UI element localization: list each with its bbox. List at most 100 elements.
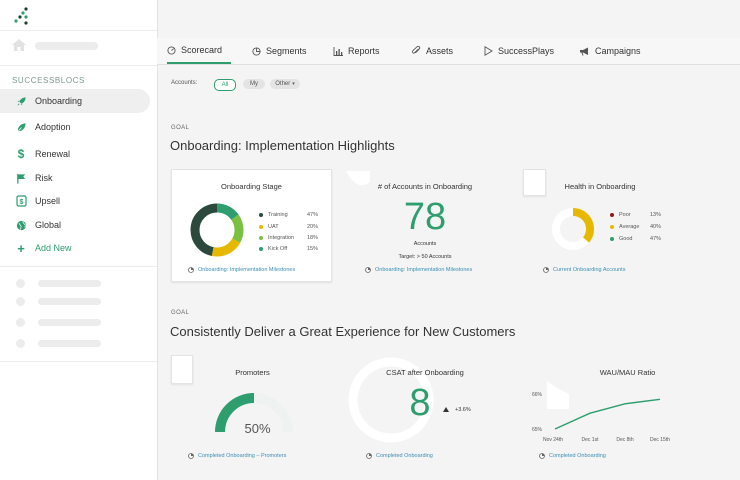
accounts-unit: Accounts — [413, 241, 437, 247]
pie-icon — [252, 46, 261, 56]
flag-icon — [15, 172, 27, 184]
tab-label: Campaigns — [595, 46, 641, 56]
onboarding-stage-card[interactable]: Onboarding Stage Training 47% UAT 20% Inte… — [171, 169, 332, 282]
goal-title: Onboarding: Implementation Highlights — [170, 138, 395, 153]
app-logo[interactable] — [10, 6, 30, 26]
card-corner-tab — [346, 171, 370, 186]
csat-value: 8 — [409, 382, 431, 424]
sidebar-item-label: Renewal — [35, 149, 71, 159]
gauge-icon — [167, 45, 176, 55]
accounts-target: Target: > 50 Accounts — [398, 254, 452, 260]
sidebar-item-adoption[interactable]: Adoption — [0, 115, 150, 139]
report-link-icon — [365, 267, 371, 273]
skeleton-bar — [38, 280, 101, 287]
filter-all-pill[interactable]: All — [214, 79, 236, 91]
play-icon — [484, 46, 493, 56]
skeleton-dot — [16, 318, 25, 327]
tab-campaigns[interactable]: Campaigns — [579, 38, 641, 64]
series-line — [554, 398, 661, 430]
tab-segments[interactable]: Segments — [252, 38, 307, 64]
plus-icon: + — [17, 240, 25, 256]
filter-other-dropdown[interactable]: Other ▾ — [270, 79, 300, 89]
tab-assets[interactable]: Assets — [412, 38, 453, 64]
csat-delta: +3.6% — [455, 407, 471, 413]
paperclip-icon — [412, 46, 421, 56]
sidebar-divider — [0, 361, 157, 362]
accounts-count: 78 — [403, 196, 447, 238]
tab-label: Segments — [266, 46, 307, 56]
card-link[interactable]: Current Onboarding Accounts — [543, 267, 625, 273]
legend-item-good: Good 47% — [610, 236, 680, 242]
home-placeholder — [35, 42, 98, 50]
legend-item-average: Average 40% — [610, 224, 680, 230]
report-link-icon — [539, 453, 545, 459]
rocket-icon — [15, 95, 27, 107]
y-tick-label: 66% — [532, 392, 543, 398]
sidebar-divider — [0, 266, 157, 267]
skeleton-dot — [16, 297, 25, 306]
filter-my-pill[interactable]: My — [243, 79, 265, 89]
sidebar-item-global[interactable]: Global — [0, 213, 150, 237]
goal-title: Consistently Deliver a Great Experience … — [170, 324, 516, 339]
tab-label: Scorecard — [181, 45, 223, 55]
add-new-button[interactable]: + Add New — [0, 236, 150, 260]
report-link-icon — [188, 267, 194, 273]
report-link-icon — [543, 267, 549, 273]
globe-icon — [15, 219, 27, 231]
wau-mau-line-chart: 65% 66% Nov 24th Dec 1st Dec 8th Dec 15th — [532, 392, 670, 443]
sidebar-item-upsell[interactable]: $ Upsell — [0, 189, 150, 213]
skeleton-dot — [16, 279, 25, 288]
report-link-icon — [188, 453, 194, 459]
accounts-filter-label: Accounts: — [171, 80, 198, 86]
legend-item-uat: UAT 20% — [259, 224, 319, 230]
card-link[interactable]: Completed Onboarding — [366, 453, 433, 459]
tab-label: Reports — [348, 46, 380, 56]
card-link[interactable]: Onboarding: Implementation Milestones — [188, 267, 295, 273]
card-link[interactable]: Completed Onboarding – Promoters — [188, 453, 286, 459]
report-link-icon — [366, 453, 372, 459]
leaf-icon — [15, 121, 27, 133]
sidebar-item-label: Add New — [35, 243, 72, 253]
dollar-icon: $ — [17, 147, 25, 161]
x-tick-label: Dec 1st — [582, 437, 600, 443]
tab-successplays[interactable]: SuccessPlays — [484, 38, 554, 64]
tab-reports[interactable]: Reports — [333, 38, 380, 64]
health-donut — [552, 207, 595, 250]
y-tick-label: 65% — [532, 427, 543, 433]
x-tick-label: Dec 8th — [616, 437, 633, 443]
card-title: Health in Onboarding — [564, 182, 636, 191]
sidebar-item-label: Upsell — [35, 196, 61, 206]
sidebar-item-label: Adoption — [35, 122, 71, 132]
legend-item-training: Training 47% — [259, 212, 319, 218]
card-link[interactable]: Completed Onboarding — [539, 453, 606, 459]
dollar-box-icon: $ — [15, 195, 27, 207]
sidebar-section-title: SUCCESSBLOCS — [12, 76, 85, 85]
sidebar-item-renewal[interactable]: $ Renewal — [0, 142, 150, 166]
tab-bar: Scorecard Segments Reports Assets Succes… — [157, 38, 740, 65]
sidebar-item-onboarding[interactable]: Onboarding — [0, 89, 150, 113]
tab-scorecard[interactable]: Scorecard — [167, 38, 231, 64]
legend-item-kickoff: Kick Off 15% — [259, 246, 319, 252]
sidebar-item-risk[interactable]: Risk — [0, 166, 150, 190]
card-title: # of Accounts in Onboarding — [377, 182, 473, 191]
sidebar-item-label: Onboarding — [35, 96, 83, 106]
card-corner-tab — [523, 169, 546, 196]
card-link[interactable]: Onboarding: Implementation Milestones — [365, 267, 472, 273]
filter-other-label: Other — [275, 81, 291, 87]
chevron-down-icon: ▾ — [292, 81, 295, 87]
card-title: WAU/MAU Ratio — [599, 368, 656, 377]
skeleton-dot — [16, 339, 25, 348]
sidebar-item-label: Global — [35, 220, 62, 230]
sidebar-item-label: Risk — [35, 173, 53, 183]
goal-tag: GOAL — [171, 125, 190, 131]
sidebar: SUCCESSBLOCS Onboarding Adoption $ Renew… — [0, 0, 158, 480]
skeleton-bar — [38, 298, 101, 305]
up-arrow-icon — [443, 407, 449, 412]
promoters-value: 50% — [244, 421, 271, 436]
csat-ring — [348, 357, 434, 443]
bar-chart-icon — [333, 46, 343, 56]
legend-item-poor: Poor 13% — [610, 212, 680, 218]
onboarding-stage-donut — [190, 203, 244, 257]
sidebar-home-row[interactable] — [0, 30, 157, 66]
card-corner-tab — [547, 381, 569, 409]
